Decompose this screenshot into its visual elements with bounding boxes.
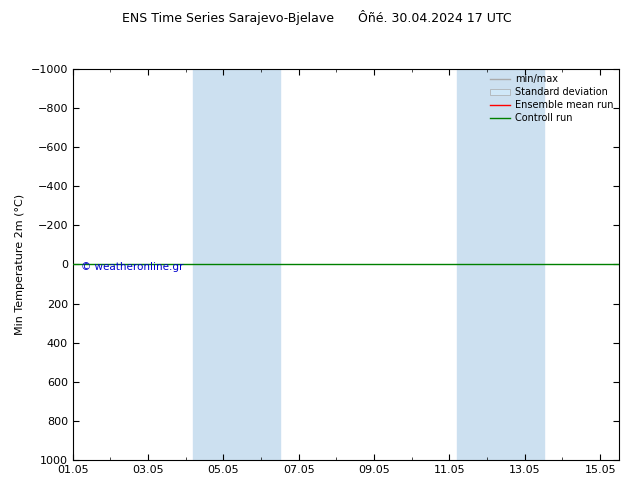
Text: ENS Time Series Sarajevo-Bjelave      Ôñé. 30.04.2024 17 UTC: ENS Time Series Sarajevo-Bjelave Ôñé. 30… [122,10,512,25]
Bar [193,69,280,460]
Y-axis label: Min Temperature 2m (°C): Min Temperature 2m (°C) [15,194,25,335]
Text: © weatheronline.gr: © weatheronline.gr [81,263,183,272]
Legend: min/max, Standard deviation, Ensemble mean run, Controll run: min/max, Standard deviation, Ensemble me… [486,71,617,127]
Bar [457,69,544,460]
